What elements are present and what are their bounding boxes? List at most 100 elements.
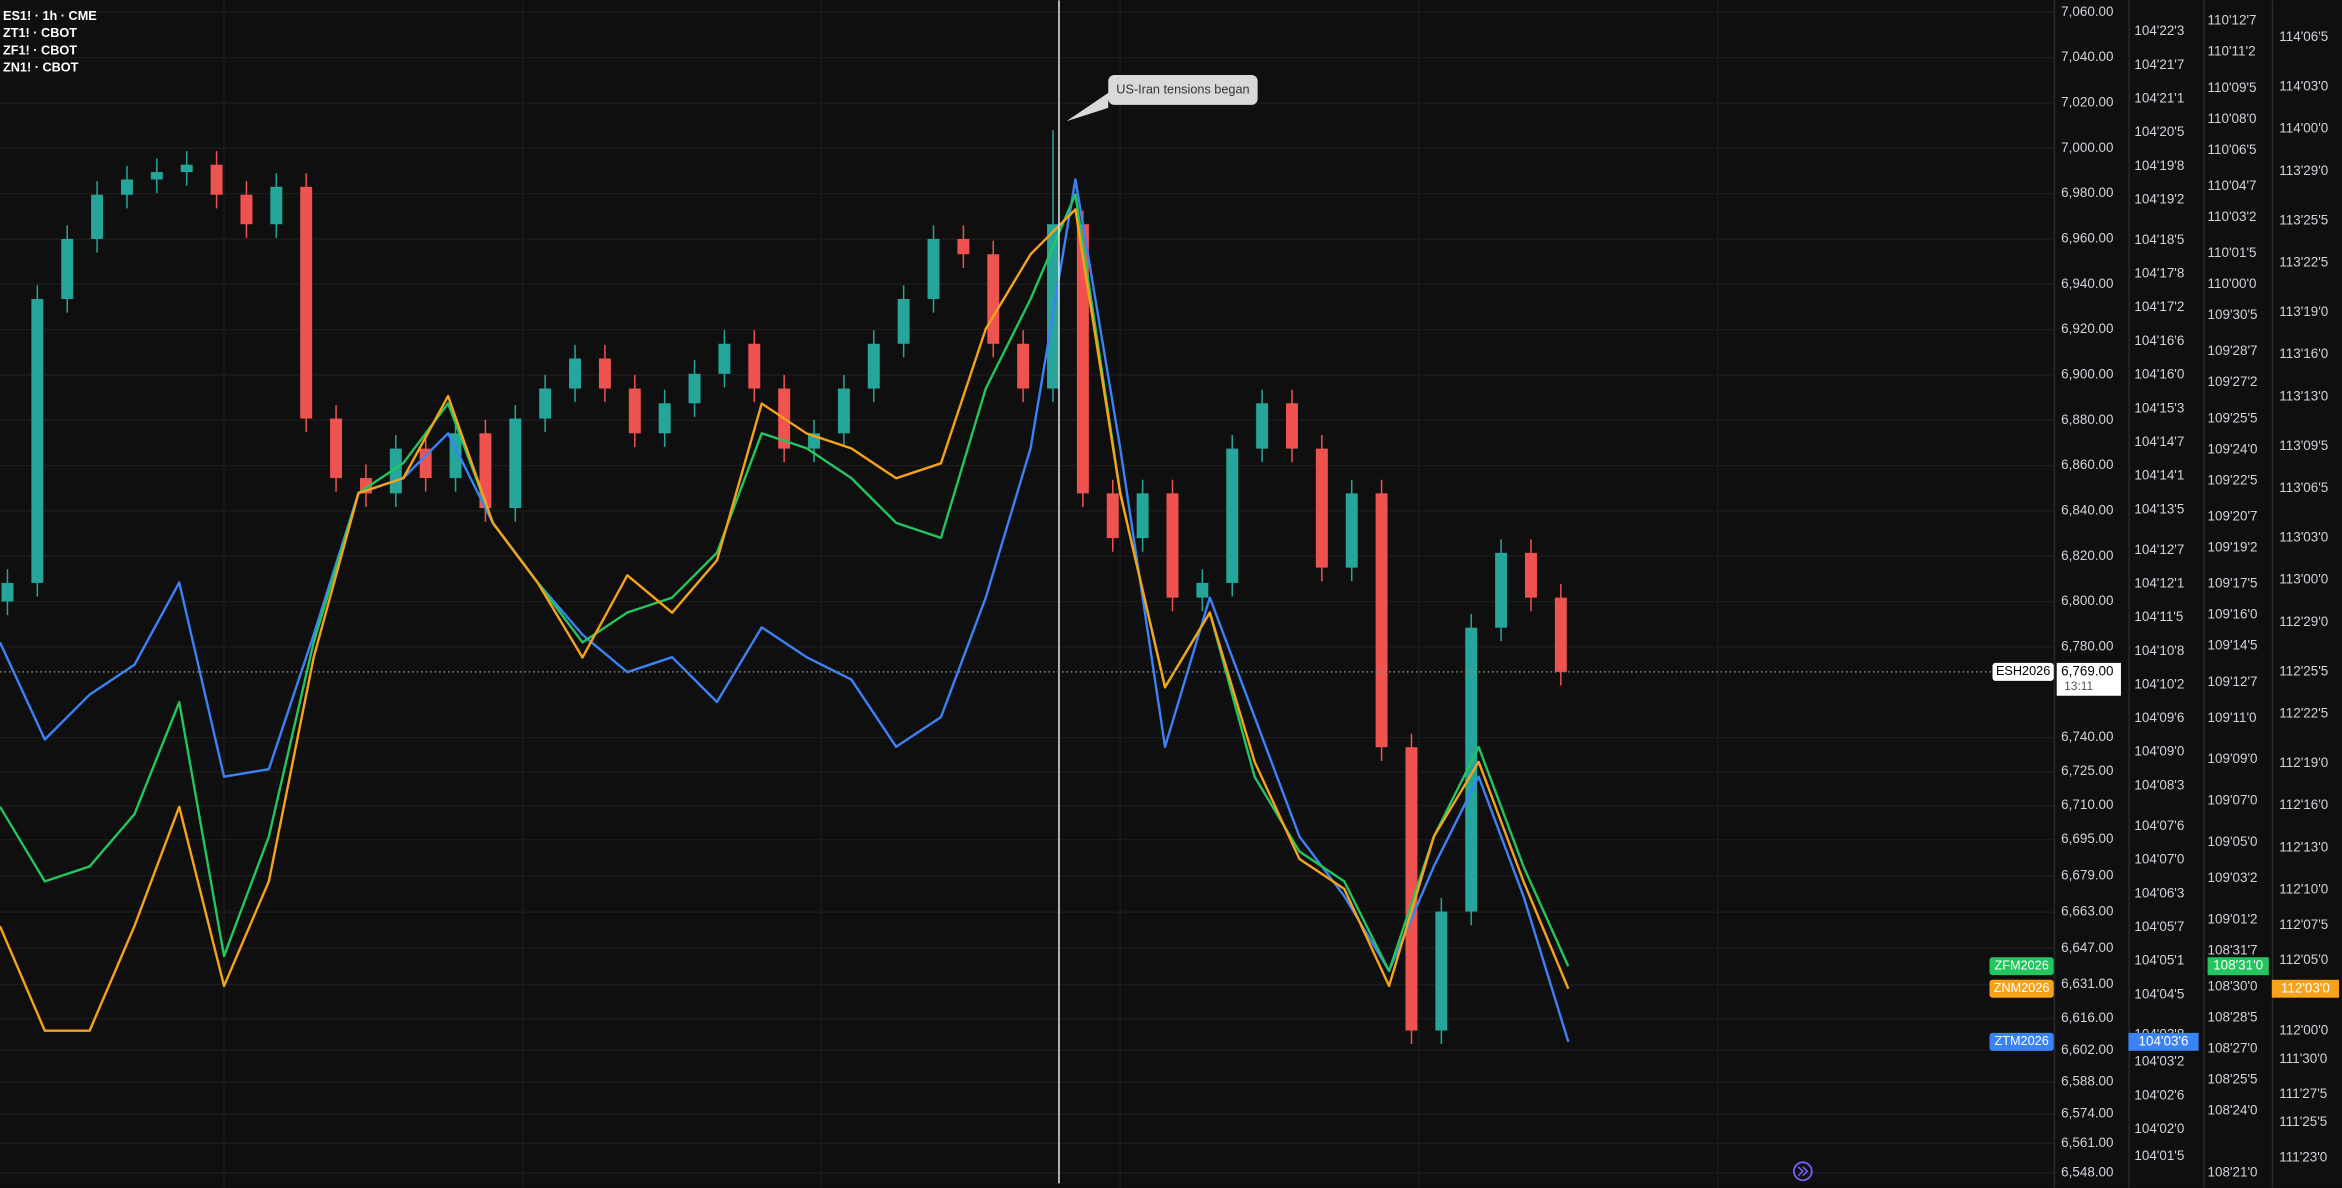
price-tag-text: 104'03'6 [2139,1033,2189,1048]
y-tick-label: 109'09'0 [2208,751,2258,766]
y-tick-label: 6,602.00 [2061,1042,2113,1057]
y-tick-label: 109'19'2 [2208,539,2258,554]
candle-body [61,238,74,300]
y-tick-label: 6,574.00 [2061,1105,2113,1120]
y-tick-label: 113'13'0 [2279,388,2328,403]
y-tick-label: 109'12'7 [2208,674,2258,689]
y-tick-label: 104'20'5 [2134,124,2184,139]
y-tick-label: 111'27'5 [2279,1086,2327,1101]
candle-body [598,358,611,389]
candle-body [658,403,671,434]
symbol-tag-text: ZNM2026 [1994,981,2050,995]
y-tick-label: 110'11'2 [2208,44,2256,59]
annotation: US-Iran tensions began [1066,74,1258,122]
candle-body [1524,552,1537,598]
y-tick-label: 104'14'7 [2134,434,2184,449]
candle-body [419,448,432,479]
y-tick-label: 112'19'0 [2279,755,2328,770]
candle-body [987,254,1000,344]
annotation-bubble [1066,74,1258,122]
y-tick-label: 6,647.00 [2061,940,2113,955]
y-tick-label: 104'22'3 [2134,23,2184,38]
y-tick-label: 108'24'0 [2208,1102,2258,1117]
y-tick-label: 6,710.00 [2061,797,2113,812]
candle-body [330,418,343,479]
y-tick-label: 7,040.00 [2061,49,2113,64]
y-tick-label: 6,920.00 [2061,321,2113,336]
price-tag-text: 112'03'0 [2281,980,2330,995]
candle-body [1076,224,1089,494]
y-tick-label: 104'16'6 [2134,333,2184,348]
candle-body [569,358,582,389]
y-tick-label: 104'21'1 [2134,90,2184,105]
y-tick-label: 6,900.00 [2061,366,2113,381]
y-tick-label: 6,679.00 [2061,867,2113,882]
y-tick-label: 104'10'8 [2134,643,2184,658]
price-tag [2207,957,2269,976]
y-tick-label: 111'30'0 [2279,1051,2327,1066]
y-tick-label: 104'02'6 [2134,1087,2184,1102]
y-tick-label: 110'03'2 [2208,209,2257,224]
y-tick-label: 6,980.00 [2061,185,2113,200]
candle-body [927,238,940,300]
y-tick-label: 112'29'0 [2279,614,2328,629]
y-tick-label: 109'11'0 [2208,710,2257,725]
y-tick-label: 6,940.00 [2061,276,2113,291]
y-tick-label: 109'30'5 [2208,307,2258,322]
y-tick-label: 110'12'7 [2208,13,2257,28]
y-tick-label: 108'28'5 [2208,1009,2258,1024]
candle-body [1495,552,1508,628]
candle-body [1256,403,1269,449]
y-tick-label: 6,588.00 [2061,1074,2113,1089]
candle-body [509,418,522,509]
candle-body [240,194,253,225]
y-tick-label: 110'09'5 [2208,80,2257,95]
candle-body [1166,493,1179,598]
y-tick-label: 109'14'5 [2208,638,2258,653]
y-tick-label: 6,840.00 [2061,502,2113,517]
candle-body [628,388,641,434]
scroll-arrow [1797,1166,1809,1177]
y-tick-label: 108'31'7 [2208,942,2258,957]
y-tick-label: 113'03'0 [2279,529,2328,544]
y-tick-label: 104'16'0 [2134,367,2184,382]
y-tick-label: 113'16'0 [2279,346,2328,361]
legend: ES1! · 1h · CME ZT1! · CBOT ZF1! · CBOT … [3,9,97,75]
candle-body [718,343,731,374]
y-tick-label: 111'23'0 [2279,1149,2327,1164]
candle-body [300,186,313,419]
y-tick-label: 112'13'0 [2279,839,2328,854]
y-tick-label: 7,000.00 [2061,140,2113,155]
symbol-tag-text: ZFM2026 [1994,959,2048,973]
y-tick-label: 114'03'0 [2279,78,2328,93]
y-tick-label: 104'05'7 [2134,919,2184,934]
y-tick-label: 112'22'5 [2279,706,2328,721]
y-tick-label: 108'30'0 [2208,978,2258,993]
y-tick-label: 104'21'7 [2134,57,2184,72]
y-tick-label: 104'11'5 [2134,609,2183,624]
legend-entry: ZN1! · CBOT [3,61,79,75]
scroll-button[interactable] [1792,1161,1813,1182]
candle-body [539,388,552,419]
candle-body [1106,493,1119,539]
price-tag-text: 6,769.00 [2061,663,2113,678]
candle-body [837,388,850,434]
y-tick-label: 110'00'0 [2208,276,2257,291]
y-tick-label: 104'02'0 [2134,1121,2184,1136]
y-tick-label: 108'27'0 [2208,1040,2258,1055]
symbol-tag [1992,662,2054,681]
y-tick-label: 104'06'3 [2134,885,2184,900]
candle-body [897,299,910,344]
candle-body [1554,597,1567,672]
y-tick-label: 104'07'0 [2134,851,2184,866]
y-tick-label: 109'25'5 [2208,410,2258,425]
legend-entry: ZT1! · CBOT [3,26,77,40]
y-tick-label: 6,880.00 [2061,412,2113,427]
y-tick-label: 104'15'3 [2134,400,2184,415]
candle-body [808,433,820,449]
y-tick-label: 109'24'0 [2208,441,2258,456]
price-tag [2271,979,2340,998]
scroll-icon[interactable] [1792,1161,1813,1182]
